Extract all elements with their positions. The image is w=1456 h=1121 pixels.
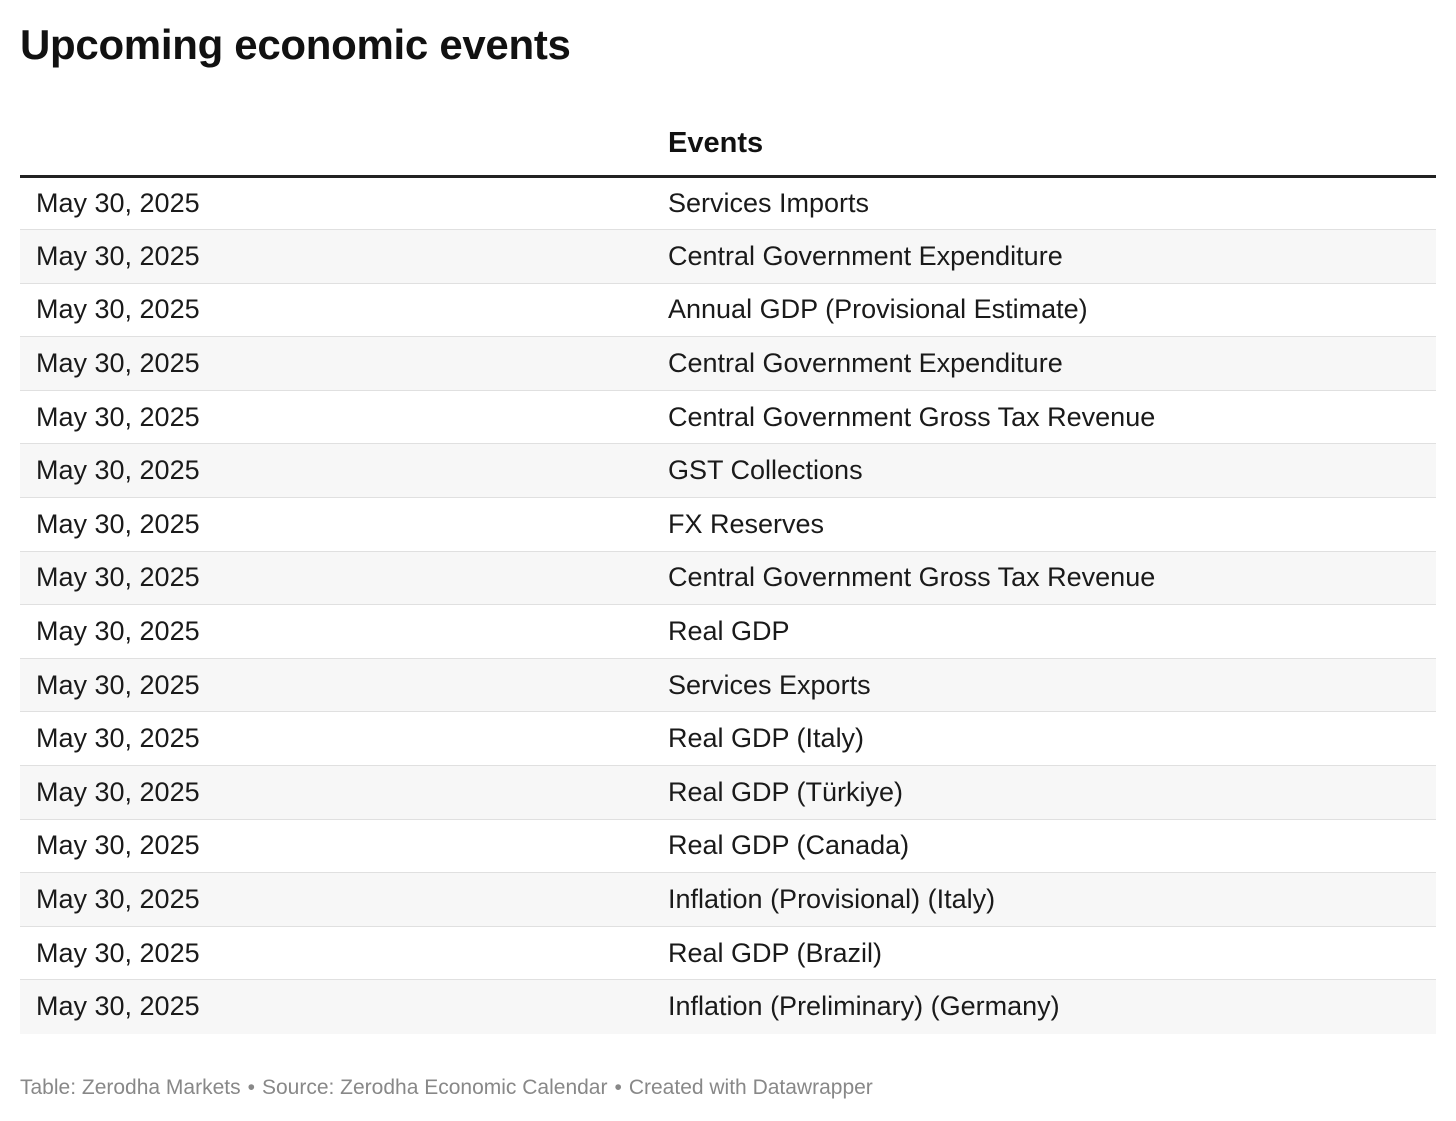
table-row: May 30, 2025 Real GDP (Türkiye) [20,765,1436,820]
row-event-cell: Real GDP (Canada) [652,819,1436,874]
datawrapper-credit: Created with Datawrapper [628,1076,873,1099]
row-event-cell: Annual GDP (Provisional Estimate) [652,283,1436,338]
page-title: Upcoming economic events [20,21,571,68]
table-row: May 30, 2025 GST Collections [20,443,1436,499]
events-table: Events May 30, 2025 Services Imports May 3… [20,112,1436,1034]
row-date-cell: May 30, 2025 [20,979,652,1034]
footer-credits: Table: Zerodha Markets • Source: Zerodha E… [20,1074,873,1102]
row-event-cell: Real GDP (Brazil) [652,926,1436,981]
events-table-container: Events May 30, 2025 Services Imports May 3… [20,112,1436,1034]
table-row: May 30, 2025 Central Government Expenditu… [20,336,1436,391]
table-row: May 30, 2025 Central Government Gross Tax… [20,390,1436,445]
row-date-cell: May 30, 2025 [20,497,652,552]
source-credit: Source: Zerodha Economic Calendar [261,1076,608,1099]
table-row: May 30, 2025 Real GDP (Italy) [20,711,1436,767]
row-date-cell: May 30, 2025 [20,926,652,981]
row-date-cell: May 30, 2025 [20,443,652,499]
row-event-cell: Real GDP (Türkiye) [652,765,1436,820]
row-date-cell: May 30, 2025 [20,176,652,231]
row-date-cell: May 30, 2025 [20,604,652,659]
footer-separator: • [247,1076,255,1099]
footer-separator: • [614,1076,622,1099]
row-date-cell: May 30, 2025 [20,390,652,445]
row-event-cell: Real GDP (Italy) [652,711,1436,767]
column-header-date [20,112,652,178]
row-event-cell: Inflation (Provisional) (Italy) [652,872,1436,927]
table-header: Events [20,112,1436,178]
row-event-cell: FX Reserves [652,497,1436,552]
header-row: Events [20,112,1436,178]
table-row: May 30, 2025 FX Reserves [20,497,1436,552]
row-date-cell: May 30, 2025 [20,229,652,284]
row-date-cell: May 30, 2025 [20,283,652,338]
table-body: May 30, 2025 Services Imports May 30, 2025… [20,176,1436,1034]
table-row: May 30, 2025 Services Imports [20,176,1436,231]
row-date-cell: May 30, 2025 [20,872,652,927]
row-event-cell: Services Exports [652,658,1436,713]
row-event-cell: Central Government Gross Tax Revenue [652,551,1436,606]
column-header-events: Events [652,112,1436,178]
row-date-cell: May 30, 2025 [20,658,652,713]
table-row: May 30, 2025 Annual GDP (Provisional Esti… [20,283,1436,338]
table-row: May 30, 2025 Central Government Gross Tax… [20,551,1436,606]
table-credit: Table: Zerodha Markets [20,1076,241,1099]
table-row: May 30, 2025 Central Government Expenditu… [20,229,1436,284]
row-date-cell: May 30, 2025 [20,336,652,391]
table-row: May 30, 2025 Inflation (Provisional) (Ita… [20,872,1436,927]
row-date-cell: May 30, 2025 [20,765,652,820]
row-date-cell: May 30, 2025 [20,819,652,874]
table-row: May 30, 2025 Real GDP (Brazil) [20,926,1436,981]
row-event-cell: Central Government Gross Tax Revenue [652,390,1436,445]
table-row: May 30, 2025 Real GDP (Canada) [20,819,1436,874]
row-event-cell: Central Government Expenditure [652,336,1436,391]
table-row: May 30, 2025 Services Exports [20,658,1436,713]
row-date-cell: May 30, 2025 [20,711,652,767]
row-event-cell: Central Government Expenditure [652,229,1436,284]
row-event-cell: Inflation (Preliminary) (Germany) [652,979,1436,1034]
row-event-cell: Services Imports [652,176,1436,231]
row-date-cell: May 30, 2025 [20,551,652,606]
row-event-cell: Real GDP [652,604,1436,659]
table-row: May 30, 2025 Inflation (Preliminary) (Ger… [20,979,1436,1034]
row-event-cell: GST Collections [652,443,1436,499]
table-row: May 30, 2025 Real GDP [20,604,1436,659]
